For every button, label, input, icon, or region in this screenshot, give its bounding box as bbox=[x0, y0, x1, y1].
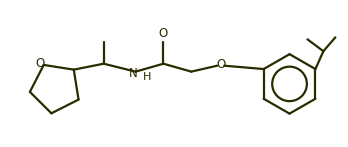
Text: O: O bbox=[216, 58, 226, 71]
Text: H: H bbox=[143, 72, 151, 82]
Text: N: N bbox=[129, 67, 137, 80]
Text: O: O bbox=[159, 27, 168, 40]
Text: O: O bbox=[35, 57, 44, 70]
